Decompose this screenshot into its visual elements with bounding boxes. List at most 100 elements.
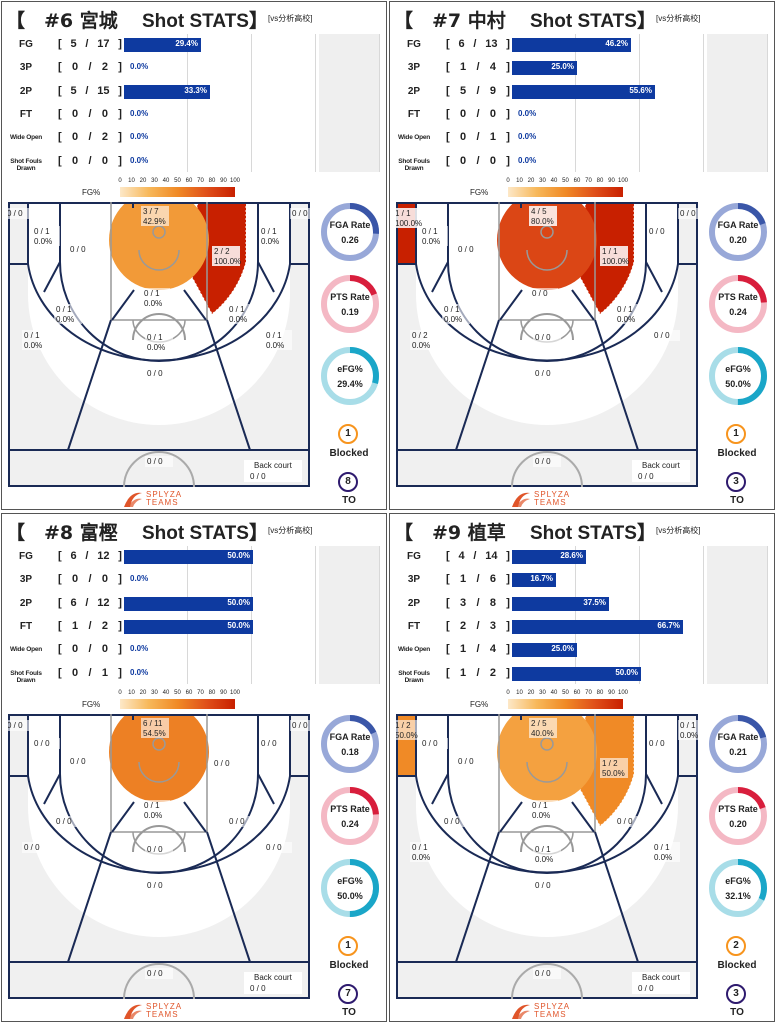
fraction-part: [ — [58, 131, 62, 143]
legend-tick: 60 — [185, 690, 193, 696]
paint-lines — [110, 714, 208, 833]
stat-bar: 33.3% — [124, 85, 210, 99]
legend-tick: 0 — [506, 178, 510, 184]
fraction-part: 6 — [458, 38, 465, 50]
logo-swoosh-2 — [128, 1010, 142, 1019]
fraction-part: 9 — [489, 85, 496, 97]
logo-mark — [124, 1004, 142, 1019]
zone-fraction: 0 / 0 — [8, 209, 23, 218]
legend-tick: 20 — [527, 178, 535, 184]
efg-ring-value: 32.1% — [725, 891, 751, 901]
zone-fraction: 0 / 0 — [34, 739, 50, 748]
zone-fraction: 0 / 0 — [292, 721, 308, 730]
fraction-part: ] — [506, 643, 510, 655]
stat-bar-value: 0.0% — [130, 109, 149, 118]
fga-rate-ring-label: FGA Rate — [329, 220, 371, 230]
fga-rate-ring-arc — [709, 715, 767, 773]
bracket-open: 【 — [394, 523, 414, 544]
zone-fraction: 0 / 0 — [261, 739, 277, 748]
blocked-label: Blocked — [717, 448, 757, 459]
zone-percent: 0.0% — [56, 315, 74, 324]
pts-rate-ring-arc — [321, 275, 379, 333]
zone-label-bg — [533, 332, 561, 343]
logo-line1: SPLYZA — [146, 1002, 183, 1011]
stat-label: Shot Fouls Drawn — [398, 670, 430, 684]
stat-bar-value: 0.0% — [130, 62, 149, 71]
stat-row: Shot Fouls Drawn [1 / 2] 50.0% — [390, 663, 774, 686]
zone-label-bg — [647, 738, 675, 749]
player-name: #9 植草 — [432, 522, 506, 544]
legend-tick: 0 — [118, 178, 122, 184]
fraction-part: 0 — [101, 108, 108, 120]
paint-lines — [110, 202, 208, 321]
stat-fraction: [0 / 0] — [58, 108, 122, 120]
stat-row: Wide Open [0 / 2] 0.0% — [2, 127, 386, 150]
fraction-part: 0 — [72, 131, 79, 143]
stat-label: 2P — [407, 86, 421, 97]
logo-swoosh — [512, 1004, 530, 1019]
shot-stats-label: Shot STATS】 — [530, 523, 656, 544]
charge-arc — [526, 761, 568, 783]
zone-fraction: 0 / 0 — [70, 757, 86, 766]
zone-paint — [497, 202, 597, 290]
stat-fraction: [0 / 2] — [58, 131, 122, 143]
fga-rate-ring-label: FGA Rate — [717, 220, 759, 230]
pts-rate-ring-label: PTS Rate — [718, 804, 758, 814]
fraction-part: 0 — [72, 667, 79, 679]
fraction-part: [ — [446, 550, 450, 562]
mid-range-arc — [447, 714, 647, 874]
pts-rate-ring-arc — [709, 275, 767, 333]
legend-tick: 30 — [539, 178, 546, 184]
zone-percent: 0.0% — [617, 315, 635, 324]
zone-fraction: 0 / 1 — [444, 305, 460, 314]
pts-rate-ring-value: 0.24 — [729, 307, 747, 317]
fraction-part: ] — [506, 38, 510, 50]
efg-ring-value: 50.0% — [725, 379, 751, 389]
zone-label-bg — [68, 756, 96, 767]
stat-bar-track: 25.0% — [512, 57, 768, 80]
fraction-part: / — [88, 108, 92, 120]
zone-fraction: 4 / 5 — [531, 207, 547, 216]
backcourt-label: Back court — [642, 461, 681, 470]
efg-ring: eFG% 50.0% — [708, 346, 768, 406]
opponent-label: [vs分析高校] — [268, 526, 313, 535]
zone-percent: 80.0% — [531, 217, 554, 226]
stat-row: FT [0 / 0] 0.0% — [2, 104, 386, 127]
metrics-column: FGA Rate 0.18 PTS Rate 0.24 eFG% 50.0% 1 Blocke… — [314, 710, 386, 1020]
stat-fraction: [1 / 4] — [446, 61, 510, 73]
efg-ring: eFG% 50.0% — [320, 858, 380, 918]
fga-rate-ring: FGA Rate 0.20 — [708, 202, 768, 262]
fga-rate-ring: FGA Rate 0.21 — [708, 714, 768, 774]
stat-row: 3P [0 / 0] 0.0% — [2, 569, 386, 592]
stat-bar: 66.7% — [512, 620, 683, 634]
charge-arc — [138, 249, 180, 271]
fraction-part: 0 — [72, 643, 79, 655]
pts-rate-ring-value: 0.19 — [341, 307, 359, 317]
stat-bar-value: 50.0% — [227, 598, 250, 607]
blocked-count: 1 — [338, 424, 358, 444]
stat-bar: 55.6% — [512, 85, 655, 99]
lane-extension-lines — [396, 263, 698, 451]
center-circle — [123, 963, 195, 999]
zone-fraction: 0 / 0 — [56, 817, 72, 826]
logo-mark — [512, 1004, 530, 1019]
legend-tick: 90 — [608, 178, 615, 184]
zone-label-bg — [456, 244, 484, 255]
zone-fraction: 0 / 0 — [535, 457, 551, 466]
zone-fraction: 0 / 0 — [458, 757, 474, 766]
fga-rate-ring-label: FGA Rate — [329, 732, 371, 742]
zone-fraction: 0 / 1 — [56, 305, 72, 314]
stat-bar-track: 46.2% — [512, 34, 768, 57]
stat-label: Shot Fouls Drawn — [398, 158, 430, 172]
bracket-open: 【 — [6, 523, 26, 544]
zone-percent: 100.0% — [214, 257, 241, 266]
legend-tick: 80 — [208, 690, 216, 696]
stat-bar-value: 50.0% — [227, 551, 250, 560]
stat-bar-value: 33.3% — [184, 86, 207, 95]
legend-tick: 60 — [185, 178, 193, 184]
zone-divider-lines — [43, 714, 275, 805]
fraction-part: 13 — [485, 38, 498, 50]
fraction-part: [ — [58, 573, 62, 585]
stat-bar-value: 0.0% — [518, 109, 537, 118]
efg-ring-arc — [709, 347, 767, 405]
